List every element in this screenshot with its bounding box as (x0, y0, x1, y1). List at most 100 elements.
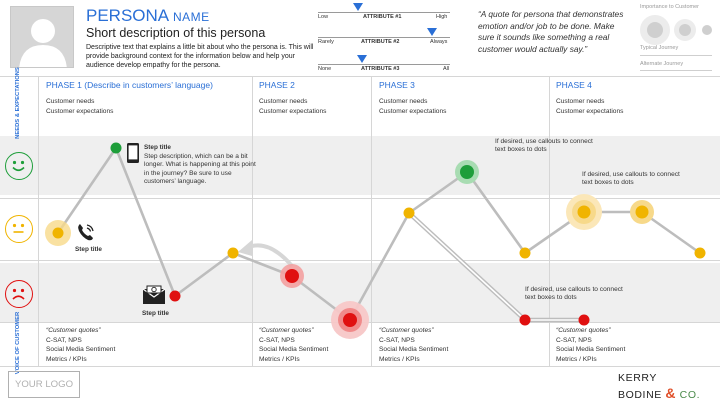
attribute-1-name: ATTRIBUTE #1 (363, 14, 402, 20)
logo-placeholder: YOUR LOGO (8, 371, 80, 398)
happy-face-icon (5, 152, 33, 180)
persona-title-main: PERSONA (86, 6, 169, 25)
sad-face-icon (5, 280, 33, 308)
phone-icon (78, 224, 94, 241)
return-arrow-head (238, 240, 252, 256)
attribute-3-name: ATTRIBUTE #3 (361, 66, 400, 72)
journey-dot (577, 205, 591, 219)
phase-3-needs: Customer needs Customer expectations (379, 97, 446, 116)
importance-medium-dot (679, 24, 691, 36)
list-item: “Customer quotes” (379, 327, 434, 334)
attribute-3-track (318, 64, 450, 65)
journey-dot (519, 314, 531, 326)
attribute-1-low-label: Low (318, 14, 329, 20)
list-item: C-SAT, NPS (46, 336, 82, 344)
return-arrow (245, 243, 294, 268)
phase-divider-1 (252, 76, 253, 366)
journey-dot (635, 205, 649, 219)
journey-dot (227, 247, 239, 259)
list-item: Metrics / KPIs (556, 355, 597, 363)
list-item: Customer expectations (46, 107, 114, 115)
alternate-journey-label: Alternate Journey (640, 61, 684, 67)
phase-1-voc: “Customer quotes” C-SAT, NPS Social Medi… (46, 326, 115, 364)
phase-4-voc: “Customer quotes” C-SAT, NPS Social Medi… (556, 326, 625, 364)
importance-low-dot (702, 25, 712, 35)
phase-2-voc: “Customer quotes” C-SAT, NPS Social Medi… (259, 326, 328, 364)
list-item: Customer expectations (556, 107, 624, 115)
phase-2-title: PHASE 2 (259, 80, 295, 90)
attribute-2-name: ATTRIBUTE #2 (361, 39, 400, 45)
callout-text-2: If desired, use callouts to connect text… (582, 171, 680, 187)
brand-name-bodine: BODINE (618, 389, 662, 401)
grid-top-divider (0, 76, 720, 77)
mail-step-title: Step title (142, 310, 169, 317)
attribute-1-track (318, 12, 450, 13)
list-item: Customer needs (556, 98, 605, 105)
attribute-1-high-label: High (436, 14, 448, 20)
list-item: Social Media Sentiment (46, 346, 116, 354)
grid-bottom-divider (0, 366, 720, 367)
list-item: C-SAT, NPS (379, 336, 415, 344)
attribute-1-marker[interactable] (352, 3, 363, 11)
persona-avatar (10, 6, 74, 68)
grid-mid-divider-2 (0, 260, 720, 261)
phase-divider-3 (549, 76, 550, 366)
attribute-3-marker[interactable] (356, 55, 367, 63)
mobile-phone-icon (127, 143, 139, 163)
attribute-2-high-label: Always (430, 39, 448, 45)
phase-3-title: PHASE 3 (379, 80, 415, 90)
journey-dot (52, 227, 64, 239)
list-item: Customer expectations (379, 107, 447, 115)
phase-3-voc: “Customer quotes” C-SAT, NPS Social Medi… (379, 326, 448, 364)
phase-2-needs: Customer needs Customer expectations (259, 97, 326, 116)
list-item: Social Media Sentiment (556, 346, 626, 354)
attribute-2-marker[interactable] (426, 28, 437, 36)
brand-ampersand: & (665, 385, 677, 401)
journey-dot (110, 142, 122, 154)
journey-dot (403, 207, 415, 219)
list-item: Metrics / KPIs (46, 355, 87, 363)
phase-1-title: PHASE 1 (Describe in customers’ language… (46, 80, 213, 90)
persona-description: Descriptive text that explains a little … (86, 44, 314, 69)
phase-divider-2 (371, 76, 372, 366)
list-item: Metrics / KPIs (259, 355, 300, 363)
importance-legend-title: Importance to Customer (640, 4, 699, 10)
phone-step-title: Step title (75, 246, 102, 253)
brand-co: CO. (679, 389, 701, 401)
list-item: Customer needs (46, 98, 95, 105)
list-item: Customer expectations (259, 107, 327, 115)
attribute-3-low-label: None (318, 66, 332, 72)
journey-dot (578, 314, 590, 326)
list-item: Customer needs (379, 98, 428, 105)
journey-dot (343, 313, 357, 327)
list-item: C-SAT, NPS (556, 336, 592, 344)
neutral-face-icon (5, 215, 33, 243)
mail-icon (142, 285, 166, 304)
attribute-2-low-label: Rarely (318, 39, 334, 45)
list-item: “Customer quotes” (46, 327, 101, 334)
journey-dot (285, 269, 299, 283)
journey-dot (169, 290, 181, 302)
persona-subtitle: Short description of this persona (86, 26, 266, 40)
person-silhouette-icon (19, 19, 67, 67)
brand-name-line-1: KERRY (618, 372, 657, 384)
list-item: “Customer quotes” (259, 327, 314, 334)
alternate-journey-line (640, 70, 712, 71)
mobile-step-title: Step title (144, 144, 171, 151)
phase-4-needs: Customer needs Customer expectations (556, 97, 623, 116)
list-item: “Customer quotes” (556, 327, 611, 334)
grid-mid-divider-1 (0, 198, 720, 199)
typical-journey-line (640, 55, 712, 56)
attribute-3-high-label: All (443, 66, 450, 72)
persona-title: PERSONA NAME (86, 6, 210, 26)
mobile-step-description: Step description, which can be a bit lon… (144, 153, 256, 186)
list-item: Customer needs (259, 98, 308, 105)
journey-dot (460, 165, 474, 179)
list-item: Social Media Sentiment (259, 346, 329, 354)
callout-text-3: If desired, use callouts to connect text… (525, 286, 623, 302)
callout-text-1: If desired, use callouts to connect text… (495, 138, 593, 154)
brand-name-line-2: BODINE & CO. (618, 385, 700, 401)
list-item: Metrics / KPIs (379, 355, 420, 363)
phase-4-title: PHASE 4 (556, 80, 592, 90)
